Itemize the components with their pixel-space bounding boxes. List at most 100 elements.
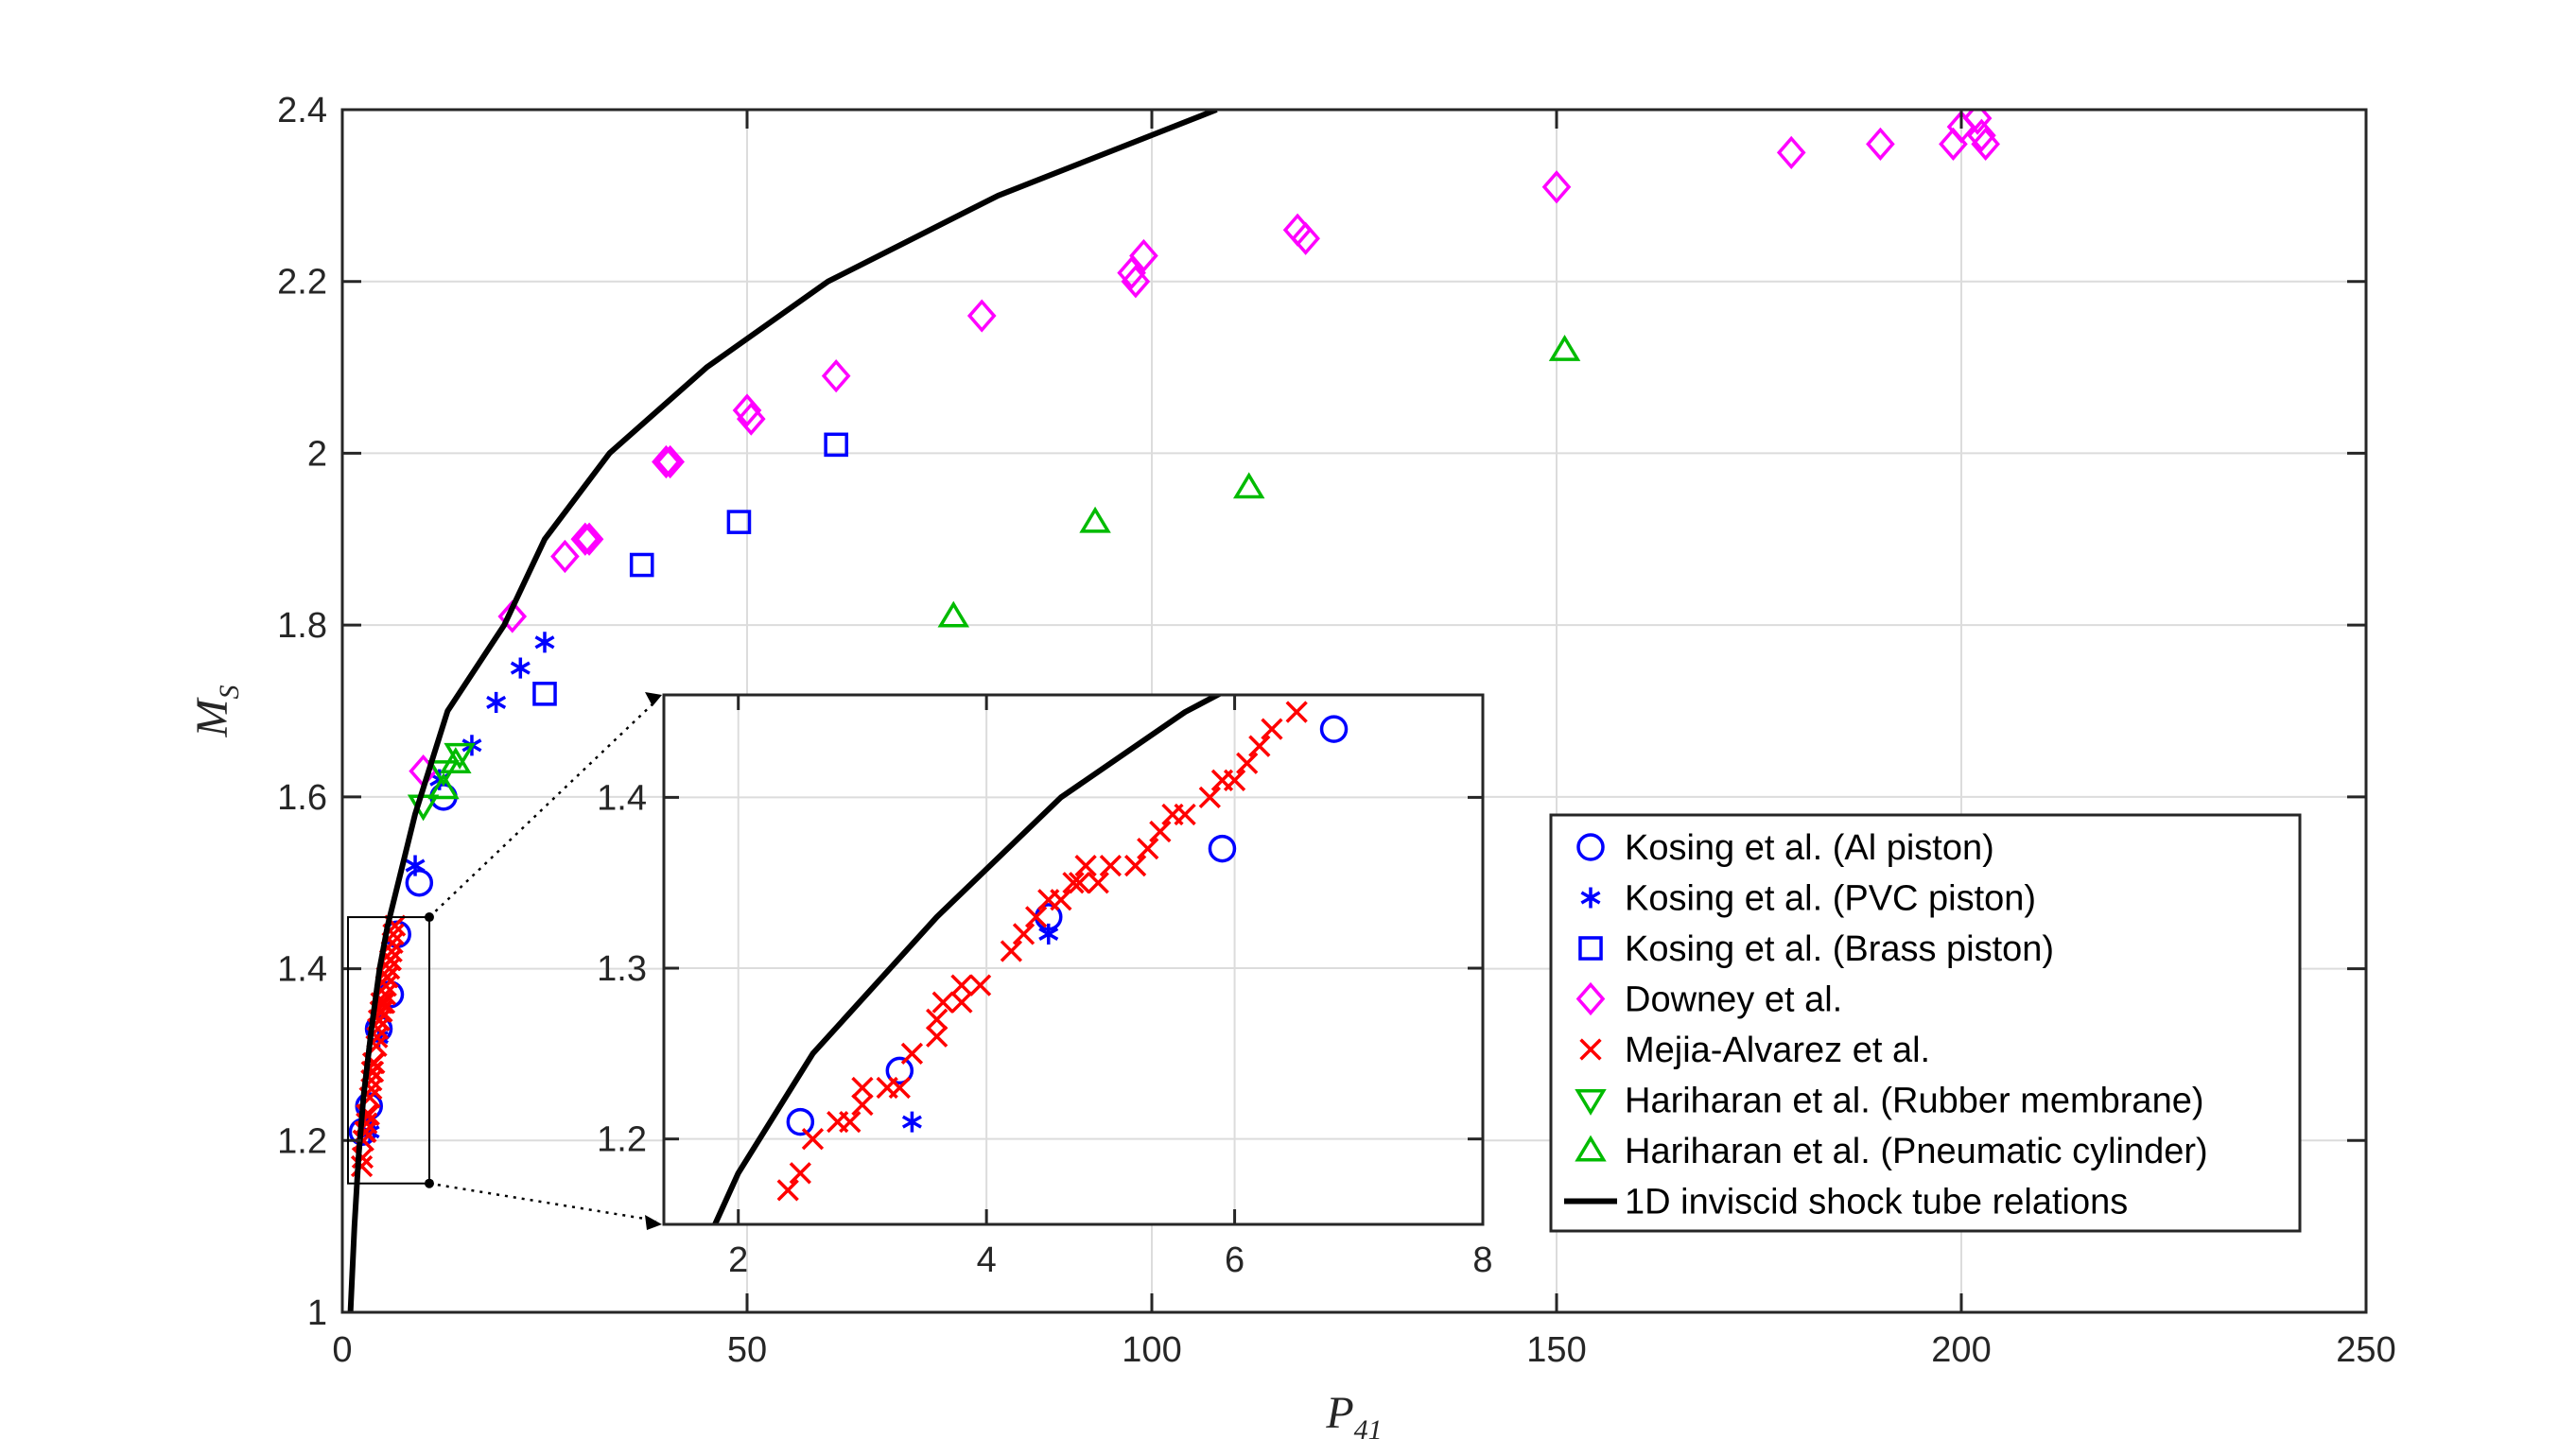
legend-marker-triangle-down <box>1575 1089 1607 1116</box>
data-point-triangle-up <box>1079 506 1111 533</box>
data-point-diamond <box>655 444 685 479</box>
inset-series-line <box>711 695 1224 1224</box>
data-point-asterisk <box>534 632 555 653</box>
data-point-square <box>532 682 557 706</box>
data-point-circle <box>405 868 434 897</box>
inset-data-point-x <box>1174 803 1196 826</box>
data-point-asterisk <box>405 855 426 876</box>
data-point-triangle-up <box>440 747 472 774</box>
legend-marker-circle <box>1576 833 1605 861</box>
data-point-diamond <box>574 522 604 556</box>
inset-data-point-x <box>776 1179 799 1202</box>
data-point-diamond <box>1962 110 1993 135</box>
connector-line <box>428 700 657 918</box>
inset-data-point-x <box>1198 786 1221 809</box>
data-point-diamond <box>550 539 580 574</box>
legend-marker-square <box>1578 936 1603 961</box>
inset-data-point-circle <box>786 1107 815 1136</box>
data-point-asterisk <box>486 691 507 713</box>
data-point-diamond <box>1866 127 1895 161</box>
inset-x-tick-label: 2 <box>728 1240 748 1280</box>
legend-label: Kosing et al. (Al piston) <box>1625 828 1994 868</box>
x-tick-label: 150 <box>1526 1330 1586 1370</box>
x-tick-label: 0 <box>332 1330 352 1370</box>
legend-label: Hariharan et al. (Pneumatic cylinder) <box>1625 1132 2208 1171</box>
legend: Kosing et al. (Al piston) Kosing et al. (… <box>1549 813 2302 1233</box>
inset-x-tick-label: 6 <box>1225 1240 1244 1280</box>
inset-data-point-circle <box>885 1056 914 1085</box>
data-point-diamond <box>736 402 766 436</box>
data-point-triangle-up <box>427 772 460 800</box>
connector-arrowhead <box>645 692 662 706</box>
inset-background <box>664 695 1483 1224</box>
inset-data-point-x <box>900 1042 924 1065</box>
y-tick-label: 1.8 <box>277 606 327 646</box>
legend-label: Mejia-Alvarez et al. <box>1625 1031 1930 1070</box>
inset-data-point-asterisk <box>901 1111 922 1133</box>
legend-label: Kosing et al. (Brass piston) <box>1625 929 2054 969</box>
data-point-triangle-up <box>1548 334 1581 361</box>
y-tick-label: 2.2 <box>277 263 327 303</box>
inset-data-point-x <box>1000 940 1023 962</box>
data-point-diamond <box>1291 221 1320 255</box>
data-point-diamond <box>1121 265 1151 299</box>
inset-y-tick-label: 1.3 <box>597 949 647 989</box>
inset-y-tick-label: 1.4 <box>597 778 647 818</box>
inset-data-point-x <box>1074 855 1097 877</box>
y-tick-label: 2 <box>307 434 327 474</box>
data-point-diamond <box>497 599 528 633</box>
y-tick-label: 1.6 <box>277 778 327 818</box>
inset-data-point-x <box>1285 701 1308 723</box>
inset-y-tick-label: 1.2 <box>597 1120 647 1160</box>
legend-label: Downey et al. <box>1625 980 1842 1020</box>
series-line <box>347 110 1218 1312</box>
inset-data-point-x <box>926 1008 949 1031</box>
inset-data-point-x <box>1025 906 1048 928</box>
inset-data-point-x <box>839 1110 862 1134</box>
x-tick-label: 200 <box>1931 1330 1991 1370</box>
inset-data-point-x <box>1236 752 1259 774</box>
zoom-region <box>346 692 662 1230</box>
inset-data-point-x <box>950 974 973 997</box>
zoom-rectangle <box>346 916 430 1185</box>
inset-data-point-x <box>851 1093 874 1117</box>
x-tick-label: 100 <box>1122 1330 1181 1370</box>
inset-data-point-asterisk <box>1038 923 1059 945</box>
data-point-diamond <box>1971 127 2000 161</box>
y-tick-label: 1.4 <box>277 950 327 990</box>
data-point-diamond <box>821 359 851 393</box>
inset-series <box>711 695 1349 1224</box>
inset-data-point-x <box>1149 820 1172 843</box>
inset-data-point-circle <box>1208 834 1237 863</box>
inset-data-point-x <box>968 974 992 997</box>
inset-data-point-x <box>888 1076 911 1100</box>
inset-frame <box>662 693 1485 1226</box>
data-point-triangle-up <box>937 600 970 628</box>
x-axis-title: P41 <box>1325 1388 1382 1446</box>
inset-data-point-x <box>1068 872 1091 894</box>
inset-data-point-x <box>931 991 954 1014</box>
data-point-asterisk <box>510 657 531 679</box>
inset-data-point-x <box>789 1162 811 1185</box>
inset-data-point-x <box>1087 872 1109 894</box>
data-point-diamond <box>1541 170 1572 204</box>
inset-data-point-x <box>1062 872 1085 894</box>
inset-data-point-x <box>851 1076 874 1100</box>
legend-label: 1D inviscid shock tube relations <box>1625 1183 2128 1222</box>
legend-marker-triangle-up <box>1575 1135 1607 1162</box>
data-point-diamond <box>570 522 600 556</box>
y-axis-title: MS <box>187 685 245 738</box>
inset-data-point-x <box>1012 923 1036 945</box>
y-tick-label: 2.4 <box>277 91 327 130</box>
inset-data-point-x <box>1223 769 1246 791</box>
inset-data-point-x <box>1248 735 1271 757</box>
inset-data-point-x <box>1261 718 1283 740</box>
inset-data-point-x <box>1137 837 1159 860</box>
data-point-diamond <box>1129 238 1158 273</box>
inset-data-point-circle <box>1319 715 1349 743</box>
inset-data-point-x <box>1099 855 1122 877</box>
legend-label: Kosing et al. (PVC piston) <box>1625 879 2036 919</box>
legend-box <box>1549 813 2302 1233</box>
inset-data-point-x <box>801 1128 825 1151</box>
